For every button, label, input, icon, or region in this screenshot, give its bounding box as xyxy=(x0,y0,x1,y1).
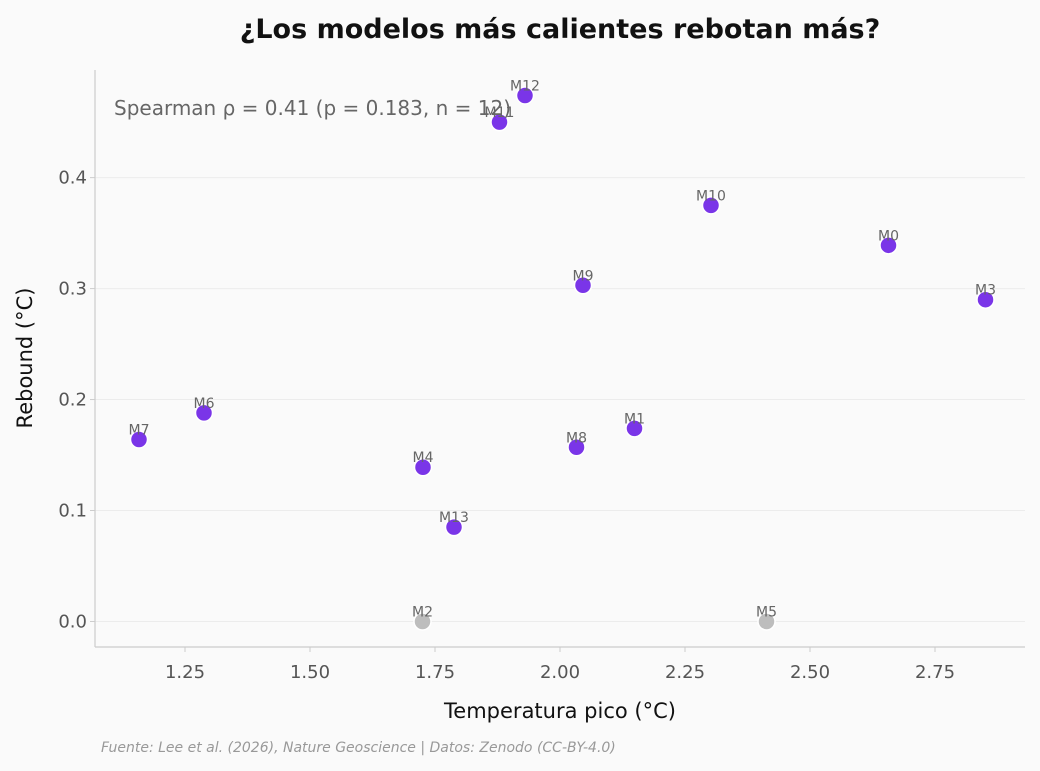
data-point xyxy=(515,86,535,105)
data-point xyxy=(567,438,586,457)
data-point xyxy=(757,612,776,631)
point-label: M3 xyxy=(975,283,996,299)
y-tick-label: 0.0 xyxy=(58,611,87,632)
data-point xyxy=(573,276,593,295)
point-label: M8 xyxy=(566,430,587,446)
spearman-annotation: Spearman ρ = 0.41 (p = 0.183, n = 12) xyxy=(114,96,511,120)
point-label: M4 xyxy=(413,450,434,466)
point-label: M13 xyxy=(439,510,469,526)
data-point xyxy=(413,612,432,631)
point-label: M11 xyxy=(485,105,515,121)
point-labels: M0 M1 M2 M3 M4 M5 M6 M7 M8 M9 M10 M11 M12 M13 xyxy=(129,79,997,621)
x-tick-label: 2.25 xyxy=(665,662,705,683)
x-tick-label: 2.75 xyxy=(915,662,955,683)
data-point xyxy=(194,403,214,423)
point-label: M1 xyxy=(624,411,645,427)
data-point xyxy=(879,236,898,255)
x-axis-label: Temperatura pico (°C) xyxy=(443,699,676,723)
axes xyxy=(90,70,1025,652)
y-tick-label: 0.3 xyxy=(58,279,87,300)
x-tick-label: 2.00 xyxy=(540,662,580,683)
x-tick-label: 1.50 xyxy=(290,662,330,683)
point-label: M12 xyxy=(510,79,540,95)
source-caption: Fuente: Lee et al. (2026), Nature Geosci… xyxy=(101,740,616,756)
point-label: M0 xyxy=(878,228,899,244)
y-tick-label: 0.4 xyxy=(58,168,87,189)
point-label: M2 xyxy=(412,604,433,620)
data-point xyxy=(976,290,995,309)
y-tick-label: 0.2 xyxy=(58,390,87,411)
data-point xyxy=(129,430,149,449)
data-point xyxy=(625,419,644,438)
data-point xyxy=(413,457,433,477)
data-points xyxy=(129,86,995,631)
grid-lines xyxy=(95,177,1025,622)
tick-labels: 0.0 0.1 0.2 0.3 0.4 1.25 1.50 1.75 2.00 2.25 2.50 2… xyxy=(58,168,955,683)
point-label: M9 xyxy=(573,268,594,284)
point-label: M5 xyxy=(756,604,777,620)
point-label: M10 xyxy=(696,188,726,204)
point-label: M6 xyxy=(194,396,215,412)
x-tick-label: 1.25 xyxy=(165,662,205,683)
point-label: M7 xyxy=(129,423,150,439)
x-tick-label: 2.50 xyxy=(790,662,830,683)
data-point xyxy=(701,196,721,215)
x-tick-label: 1.75 xyxy=(415,662,455,683)
y-tick-label: 0.1 xyxy=(58,501,87,522)
data-point xyxy=(490,112,509,132)
data-point xyxy=(444,517,464,537)
chart-title: ¿Los modelos más calientes rebotan más? xyxy=(240,14,881,45)
y-axis-label: Rebound (°C) xyxy=(13,288,37,429)
